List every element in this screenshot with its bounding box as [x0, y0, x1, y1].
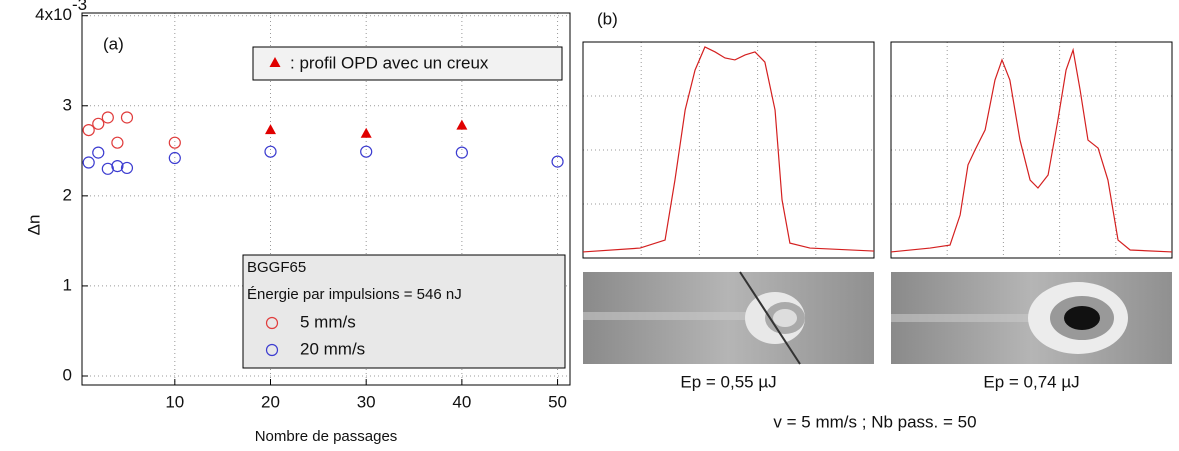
- circle-marker: [168, 136, 181, 149]
- circle-marker: [120, 161, 134, 175]
- image-caption: Ep = 0,74 µJ: [983, 372, 1079, 391]
- plot-frame: [890, 41, 1173, 259]
- circle-marker: [82, 156, 95, 169]
- image-2: [891, 272, 1172, 364]
- circle-marker: [92, 146, 105, 159]
- legend-label: 20 mm/s: [300, 339, 365, 358]
- x-tick-label: 10: [165, 392, 184, 411]
- circle-marker: [265, 316, 279, 330]
- x-axis-label: Nombre de passages: [255, 428, 398, 445]
- legend-title: BGGF65: [247, 259, 306, 276]
- circle-marker: [264, 145, 277, 158]
- plot-frame: [81, 12, 571, 386]
- circle-marker: [101, 111, 114, 124]
- circle-marker: [111, 160, 124, 173]
- x-tick-label: 30: [357, 392, 376, 411]
- circle-marker: [111, 136, 124, 149]
- y-axis-label: Δn: [24, 215, 43, 236]
- y-tick-label: 3: [63, 95, 72, 114]
- circle-marker: [168, 151, 181, 165]
- circle-marker: [265, 343, 279, 357]
- x-tick-label: 40: [452, 392, 471, 411]
- circle-marker: [551, 155, 564, 168]
- y-tick-label: 2: [63, 185, 72, 204]
- image-1: [583, 271, 874, 365]
- y-tick-label: 0: [63, 365, 72, 384]
- y-exponent: -3: [72, 0, 87, 14]
- footnote: v = 5 mm/s ; Nb pass. = 50: [773, 412, 976, 431]
- x-tick-label: 50: [548, 392, 567, 411]
- legend-box: [252, 46, 563, 81]
- profile-line: [890, 47, 1173, 253]
- circle-marker: [455, 146, 468, 159]
- legend-label: : profil OPD avec un creux: [290, 53, 489, 72]
- legend-label: 5 mm/s: [300, 312, 356, 331]
- plot-frame: [582, 41, 875, 259]
- triangle-marker: [265, 124, 277, 135]
- panel-label: (b): [597, 9, 618, 28]
- y-tick-label: 4x10: [35, 5, 72, 24]
- circle-marker: [360, 145, 373, 158]
- x-tick-label: 20: [261, 392, 280, 411]
- circle-marker: [120, 111, 134, 124]
- triangle-marker: [269, 57, 281, 67]
- image-caption: Ep = 0,55 µJ: [680, 372, 776, 391]
- legend-box: [242, 254, 566, 369]
- triangle-marker: [360, 127, 372, 138]
- legend-title: Énergie par impulsions = 546 nJ: [247, 286, 462, 303]
- circle-marker: [82, 123, 95, 137]
- circle-marker: [92, 117, 105, 130]
- circle-marker: [101, 162, 114, 175]
- panel-label: (a): [103, 34, 124, 53]
- triangle-marker: [456, 119, 468, 130]
- profile-line: [582, 46, 875, 253]
- y-tick-label: 1: [63, 275, 72, 294]
